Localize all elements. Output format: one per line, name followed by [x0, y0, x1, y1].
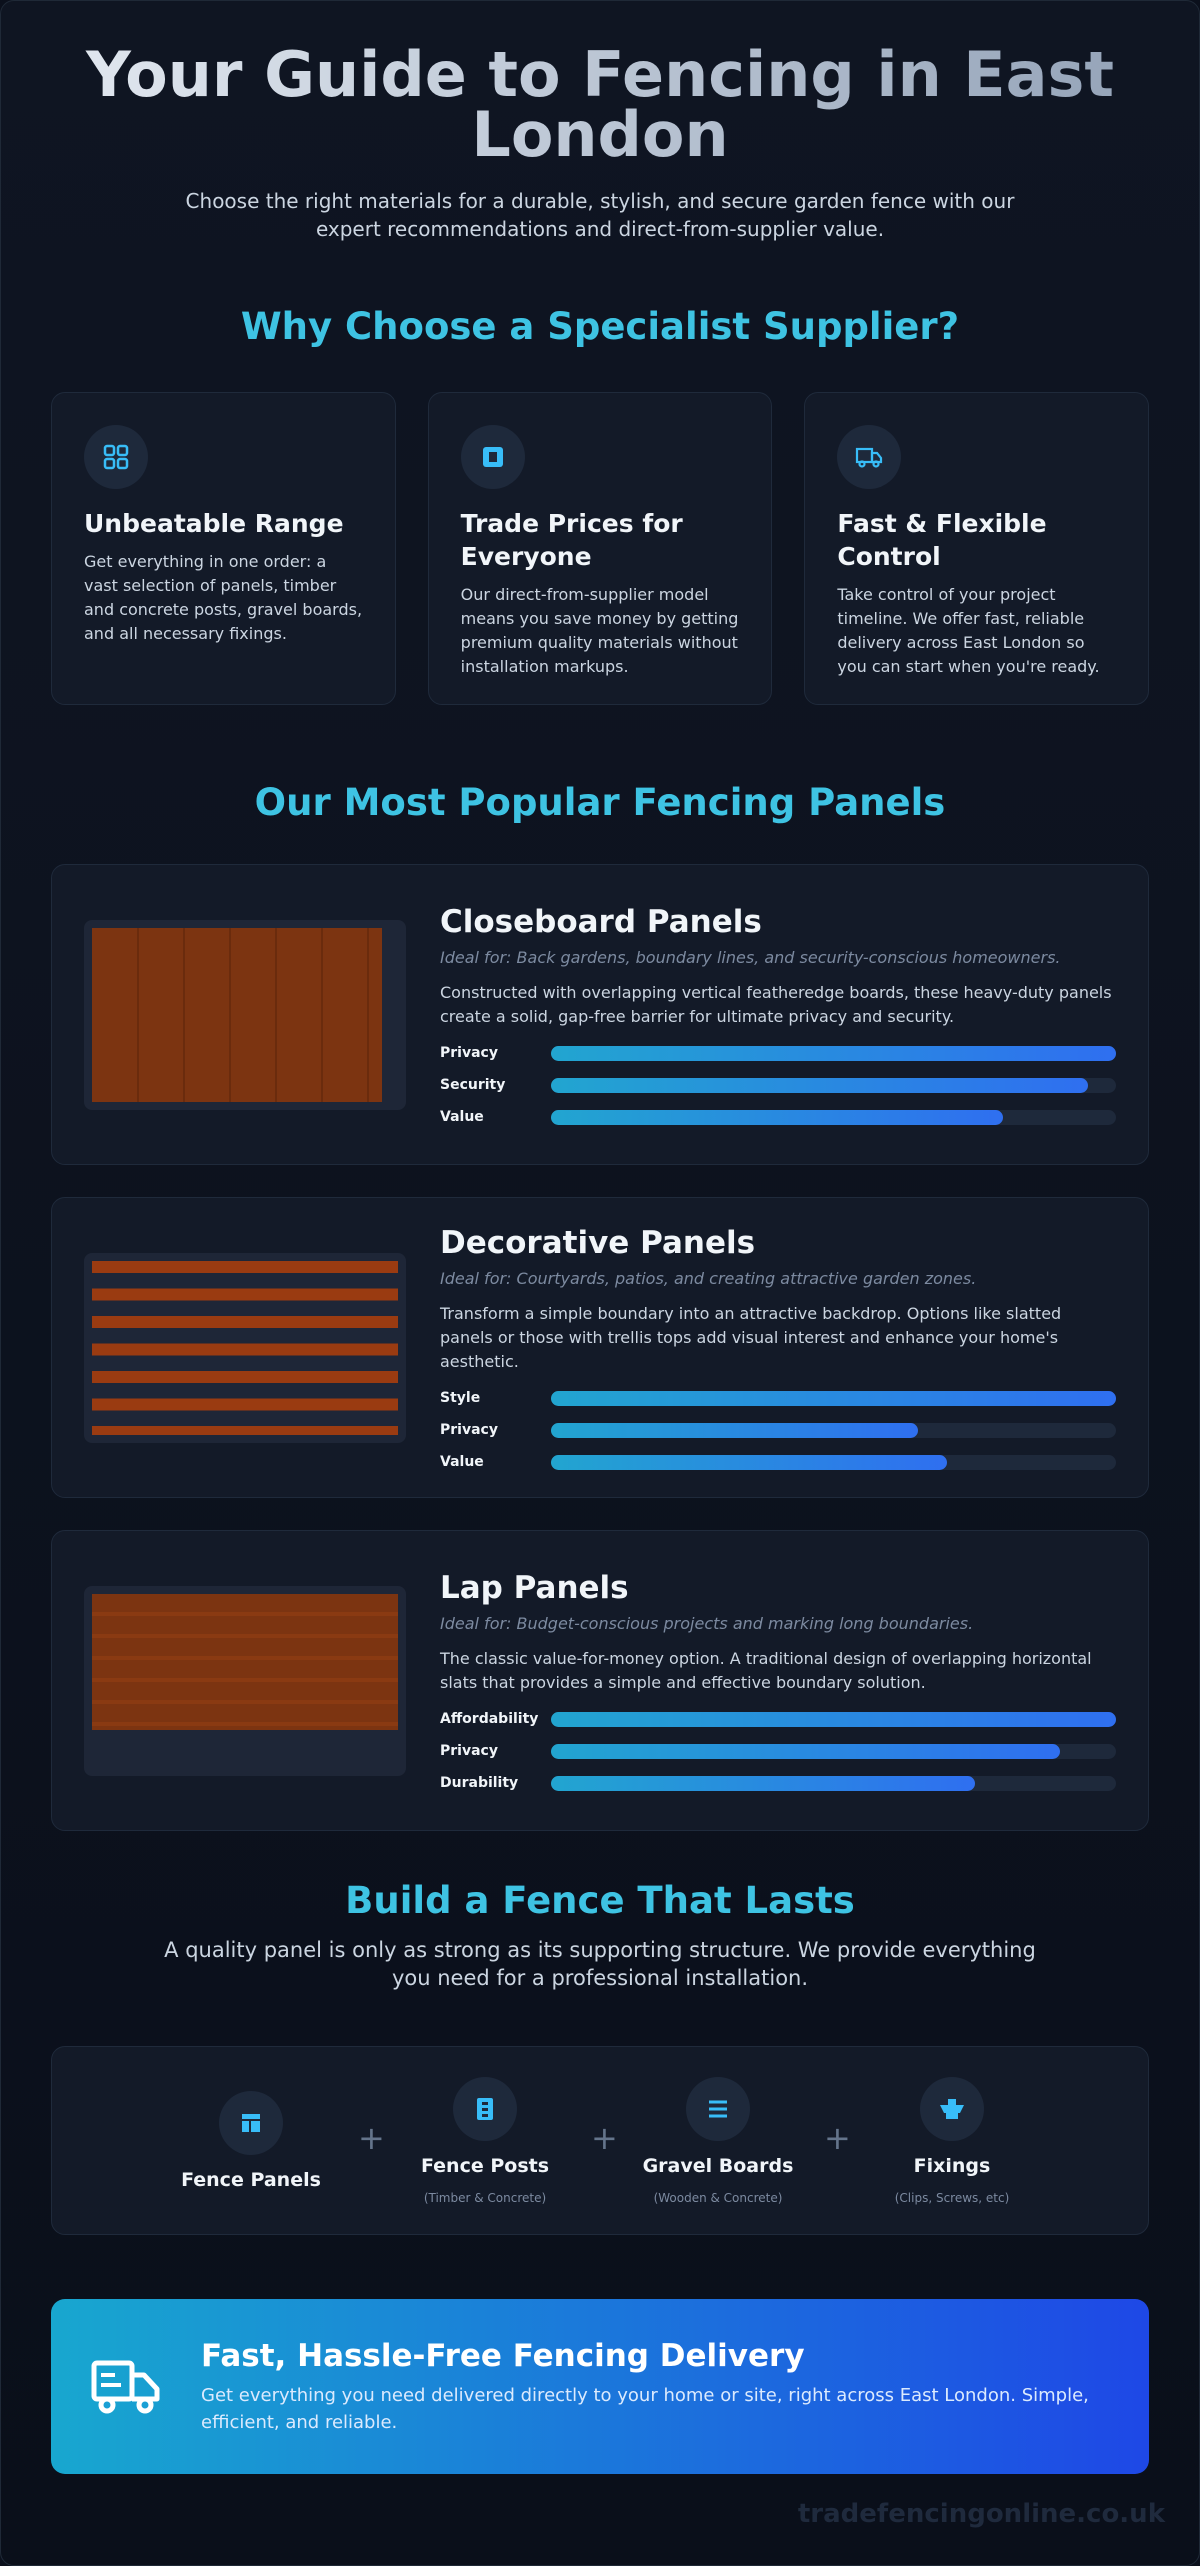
- rating-track: [551, 1390, 1116, 1406]
- panel-image: [84, 1252, 406, 1443]
- panel-text: Decorative Panels Ideal for: Courtyards, …: [440, 1225, 1116, 1470]
- rating: Style: [440, 1390, 1116, 1406]
- rating: Privacy: [440, 1743, 1116, 1759]
- panel-name: Lap Panels: [440, 1570, 629, 1606]
- panel-ideal: Ideal for: Courtyards, patios, and creat…: [440, 1269, 977, 1288]
- rating-track: [551, 1109, 1116, 1125]
- icon: [856, 447, 883, 468]
- rating-track: [551, 1743, 1116, 1759]
- rating-bar: [551, 1390, 1116, 1406]
- rating-bar: [551, 1045, 1116, 1061]
- delivery-text: Get everything you need delivered direct…: [201, 2384, 1089, 2433]
- icon: [103, 444, 129, 470]
- rating-label: Value: [440, 1454, 484, 1470]
- panel-card: Closeboard Panels Ideal for: Back gardens…: [51, 864, 1149, 1165]
- card-text: Get everything in one order: a vast sele…: [84, 552, 363, 643]
- subtitle: Choose the right materials for a durable…: [185, 189, 1015, 241]
- rating-track: [551, 1045, 1116, 1061]
- rating-label: Privacy: [440, 1422, 498, 1438]
- panel-name: Decorative Panels: [440, 1225, 756, 1261]
- watermark: tradefencingonline.co.uk: [797, 2499, 1165, 2529]
- rating: Affordability: [440, 1711, 1116, 1727]
- panel-image: [84, 1585, 406, 1776]
- panel-ideal: Ideal for: Budget-conscious projects and…: [440, 1614, 974, 1633]
- rating: Security: [440, 1077, 1116, 1093]
- card-title: Fast & Flexible Control: [837, 509, 1047, 571]
- card-title: Trade Prices for Everyone: [460, 509, 683, 571]
- component: Gravel Boards (Wooden & Concrete): [618, 2077, 818, 2205]
- title: Your Guide to Fencing in East London: [51, 1, 1149, 166]
- icon: [482, 447, 503, 467]
- rating-track: [551, 1454, 1116, 1470]
- panel-description: Transform a simple boundary into an attr…: [440, 1304, 1062, 1371]
- component-note: (Clips, Screws, etc): [894, 2191, 1010, 2205]
- panel-description: Constructed with overlapping vertical fe…: [440, 983, 1112, 1026]
- feature-cards: Unbeatable Range Get everything in one or…: [51, 392, 1150, 705]
- section-heading: Build a Fence That Lasts: [345, 1879, 855, 1922]
- rating-label: Privacy: [440, 1743, 498, 1759]
- rating-bar: [551, 1775, 975, 1791]
- rating-bar: [551, 1454, 947, 1470]
- rating-label: Security: [440, 1077, 506, 1093]
- feature-card: Fast & Flexible Control Take control of y…: [804, 392, 1150, 705]
- rating-bar: [551, 1711, 1116, 1727]
- card-text: Take control of your project timeline. W…: [837, 585, 1100, 676]
- rating-track: [551, 1077, 1116, 1093]
- component-name: Gravel Boards: [642, 2155, 794, 2177]
- card-text: Our direct-from-supplier model means you…: [460, 585, 739, 676]
- component-name: Fence Posts: [420, 2155, 550, 2177]
- rating: Privacy: [440, 1045, 1116, 1061]
- rating-bar: [551, 1422, 919, 1438]
- rating-bar: [551, 1109, 1003, 1125]
- section-heading: Why Choose a Specialist Supplier?: [240, 305, 960, 348]
- rating-track: [551, 1422, 1116, 1438]
- rating-label: Value: [440, 1109, 484, 1125]
- section-text: A quality panel is only as strong as its…: [164, 1938, 1036, 1990]
- rating-track: [551, 1775, 1116, 1791]
- section-heading: Our Most Popular Fencing Panels: [254, 781, 946, 824]
- component: Fixings (Clips, Screws, etc): [852, 2077, 1052, 2205]
- rating-bar: [551, 1743, 1060, 1759]
- rating-label: Privacy: [440, 1045, 498, 1061]
- component: Fence Panels: [151, 2091, 351, 2191]
- panel-description: The classic value-for-money option. A tr…: [440, 1649, 1092, 1692]
- panel-ideal: Ideal for: Back gardens, boundary lines,…: [440, 948, 1061, 967]
- rating-label: Durability: [440, 1775, 519, 1791]
- rating-bar: [551, 1077, 1088, 1093]
- card-title: Unbeatable Range: [84, 509, 344, 538]
- truck-icon: [91, 2360, 160, 2413]
- rating: Privacy: [440, 1422, 1116, 1438]
- delivery-title: Fast, Hassle-Free Fencing Delivery: [201, 2337, 805, 2374]
- feature-card: Trade Prices for Everyone Our direct-from…: [427, 392, 773, 705]
- component-note: (Wooden & Concrete): [653, 2191, 783, 2205]
- component: Fence Posts (Timber & Concrete): [385, 2077, 585, 2205]
- panel-image: [84, 919, 406, 1110]
- panel-text: Closeboard Panels Ideal for: Back gardens…: [440, 904, 1116, 1125]
- panel-name: Closeboard Panels: [440, 904, 762, 940]
- rating: Durability: [440, 1775, 1116, 1791]
- rating-label: Affordability: [440, 1711, 539, 1727]
- component-name: Fence Panels: [181, 2169, 321, 2191]
- rating-track: [551, 1711, 1116, 1727]
- component-note: (Timber & Concrete): [423, 2191, 547, 2205]
- panel-card: Lap Panels Ideal for: Budget-conscious pr…: [51, 1530, 1149, 1831]
- panel-card: Decorative Panels Ideal for: Courtyards, …: [51, 1197, 1149, 1498]
- rating: Value: [440, 1109, 1116, 1125]
- feature-card: Unbeatable Range Get everything in one or…: [51, 392, 396, 705]
- components: Fence Panels + Fence Posts (Timber & Conc…: [51, 2046, 1149, 2235]
- panel-text: Lap Panels Ideal for: Budget-conscious pr…: [440, 1570, 1116, 1791]
- rating-label: Style: [440, 1390, 481, 1406]
- rating: Value: [440, 1454, 1116, 1470]
- component-name: Fixings: [913, 2155, 991, 2177]
- delivery-banner: Fast, Hassle-Free Fencing Delivery Get ev…: [51, 2299, 1149, 2474]
